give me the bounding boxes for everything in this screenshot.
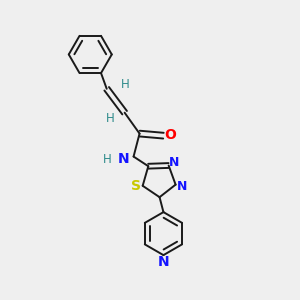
- Text: H: H: [121, 78, 130, 92]
- Text: H: H: [106, 112, 115, 125]
- Text: O: O: [164, 128, 176, 142]
- Text: N: N: [118, 152, 130, 166]
- Text: N: N: [158, 255, 169, 269]
- Text: N: N: [169, 156, 179, 169]
- Text: S: S: [131, 179, 141, 193]
- Text: N: N: [176, 180, 187, 193]
- Text: H: H: [103, 153, 112, 166]
